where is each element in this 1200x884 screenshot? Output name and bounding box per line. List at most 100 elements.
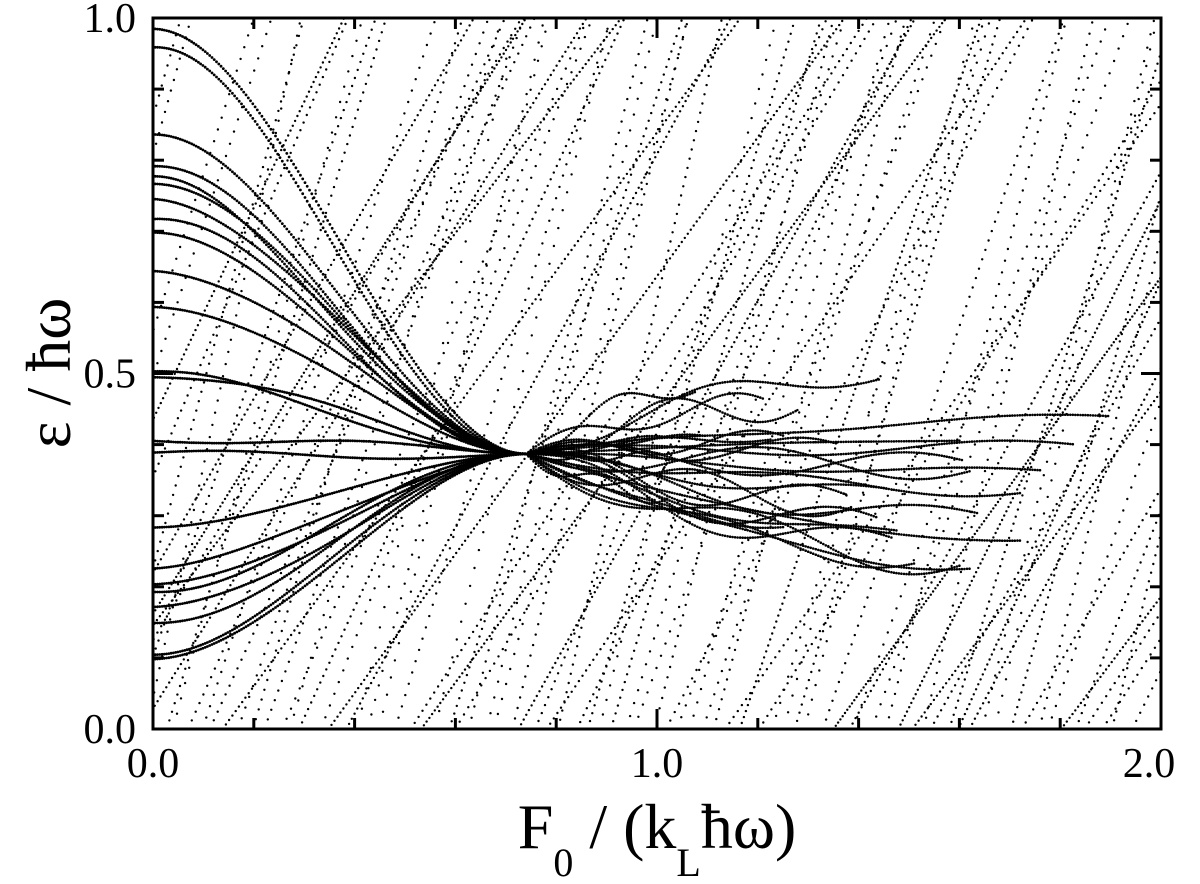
data-point <box>435 414 438 418</box>
data-point <box>308 558 311 562</box>
data-point <box>312 287 316 291</box>
data-point <box>324 293 327 296</box>
data-point <box>711 506 714 509</box>
data-point <box>314 337 318 340</box>
data-point <box>940 537 944 540</box>
data-point <box>927 466 931 470</box>
data-point <box>337 339 341 343</box>
data-point <box>625 495 629 498</box>
data-point <box>761 526 765 530</box>
data-point <box>371 295 375 299</box>
data-point <box>233 94 237 98</box>
data-point <box>280 601 284 605</box>
data-point <box>314 200 318 203</box>
data-point <box>1011 539 1014 542</box>
data-point <box>915 567 918 570</box>
data-point <box>285 248 289 251</box>
data-point <box>602 486 606 490</box>
data-point <box>271 271 275 274</box>
data-point <box>192 311 196 314</box>
data-point <box>344 250 348 253</box>
data-point <box>346 268 350 272</box>
data-point <box>766 526 770 530</box>
data-point <box>698 438 702 441</box>
data-point <box>602 452 606 456</box>
data-point <box>410 366 413 370</box>
data-point <box>756 492 760 495</box>
data-point <box>231 211 234 214</box>
data-point <box>693 503 697 506</box>
data-point <box>396 505 400 509</box>
data-point <box>376 355 379 359</box>
data-point <box>314 297 318 301</box>
data-point <box>215 198 218 202</box>
data-point <box>346 320 350 324</box>
data-point <box>344 341 348 344</box>
data-point <box>267 605 271 608</box>
data-point <box>958 564 961 567</box>
data-point <box>324 561 327 565</box>
data-point <box>382 363 386 366</box>
data-point <box>333 230 336 234</box>
data-point <box>607 501 611 504</box>
data-point <box>212 156 216 159</box>
data-point <box>201 48 205 52</box>
data-point <box>346 543 350 547</box>
data-point <box>283 163 286 167</box>
data-point <box>401 395 404 399</box>
data-point <box>346 347 350 351</box>
data-point <box>688 495 692 499</box>
data-point <box>892 532 896 535</box>
data-point <box>244 182 248 186</box>
data-point <box>212 73 216 77</box>
data-point <box>153 653 157 657</box>
data-point <box>827 551 830 554</box>
data-point <box>595 452 598 456</box>
data-point <box>759 526 762 530</box>
data-point <box>176 654 180 658</box>
data-point <box>314 311 318 315</box>
data-point <box>251 189 255 193</box>
data-point <box>394 375 398 379</box>
data-point <box>321 297 325 300</box>
data-point <box>269 142 273 146</box>
data-point <box>385 519 388 523</box>
data-point <box>292 235 295 239</box>
data-point <box>333 309 336 313</box>
data-point <box>617 465 621 469</box>
data-point <box>829 487 833 491</box>
data-point <box>328 557 332 561</box>
data-point <box>834 549 838 553</box>
data-point <box>240 628 243 631</box>
data-point <box>380 517 384 521</box>
data-point <box>885 468 888 472</box>
data-point <box>786 515 790 519</box>
data-point <box>314 553 318 557</box>
data-point <box>194 586 198 590</box>
data-point <box>335 290 339 294</box>
data-point <box>278 156 282 160</box>
data-point <box>612 502 616 506</box>
data-point <box>437 416 441 419</box>
data-point <box>824 550 828 554</box>
data-point <box>776 526 780 529</box>
data-point <box>559 477 563 481</box>
data-point <box>233 172 237 176</box>
data-point <box>412 359 416 363</box>
data-point <box>743 496 747 500</box>
data-point <box>789 525 792 529</box>
data-point <box>335 331 339 335</box>
data-point <box>392 378 395 382</box>
data-point <box>262 263 266 267</box>
data-point <box>895 468 898 471</box>
data-point <box>228 74 232 78</box>
data-point <box>181 619 184 623</box>
data-point <box>419 378 422 382</box>
data-point <box>305 311 309 315</box>
data-point <box>269 231 273 234</box>
bundle-level-0 <box>151 452 527 661</box>
data-point <box>251 254 255 258</box>
data-point <box>756 467 760 471</box>
data-point <box>900 572 903 575</box>
data-point <box>364 328 368 331</box>
